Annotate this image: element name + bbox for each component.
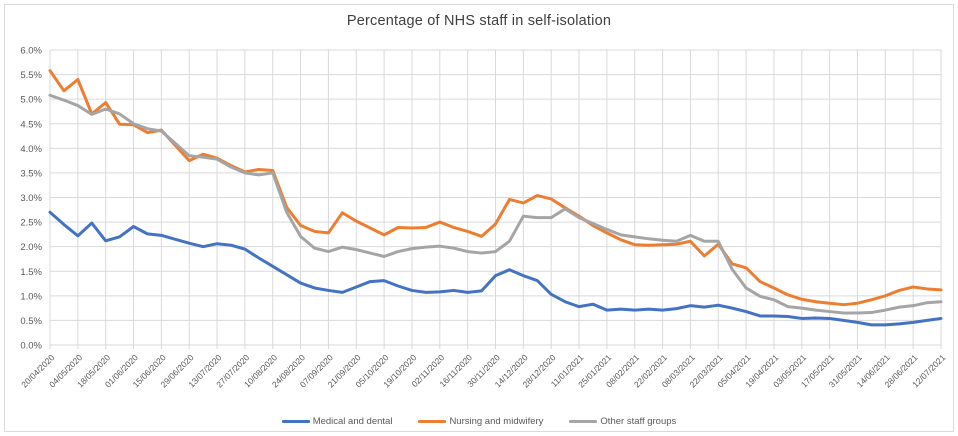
y-tick-label: 3.5% — [20, 168, 42, 179]
y-tick-label: 4.5% — [20, 119, 42, 130]
y-tick-label: 3.0% — [20, 193, 42, 204]
series-line-other-staff-groups — [48, 93, 943, 315]
series-line-medical-and-dental — [48, 210, 943, 327]
y-tick-label: 4.0% — [20, 144, 42, 155]
legend-line-swatch-orange — [418, 420, 447, 423]
y-tick-label: 1.5% — [20, 267, 42, 278]
y-tick-label: 0.5% — [20, 316, 42, 327]
y-tick-label: 0.0% — [20, 341, 42, 352]
legend-label: Other staff groups — [600, 416, 677, 427]
legend-label: Nursing and midwifery — [449, 416, 544, 427]
y-tick-label: 2.5% — [20, 218, 42, 229]
legend-item-other-staff-groups: Other staff groups — [569, 416, 676, 427]
y-tick-label: 5.5% — [20, 70, 42, 81]
y-tick-label: 6.0% — [20, 46, 42, 57]
y-tick-label: 2.0% — [20, 242, 42, 253]
legend-item-medical-and-dental: Medical and dental — [281, 416, 393, 427]
legend-line-swatch-blue — [281, 420, 310, 423]
legend-label: Medical and dental — [312, 416, 393, 427]
y-tick-label: 5.0% — [20, 95, 42, 106]
chart-title: Percentage of NHS staff in self-isolatio… — [346, 13, 612, 29]
chart-legend: Medical and dental Nursing and midwifery… — [0, 416, 958, 427]
y-tick-label: 1.0% — [20, 291, 42, 302]
legend-item-nursing-and-midwifery: Nursing and midwifery — [418, 416, 543, 427]
legend-line-swatch-gray — [569, 420, 598, 423]
